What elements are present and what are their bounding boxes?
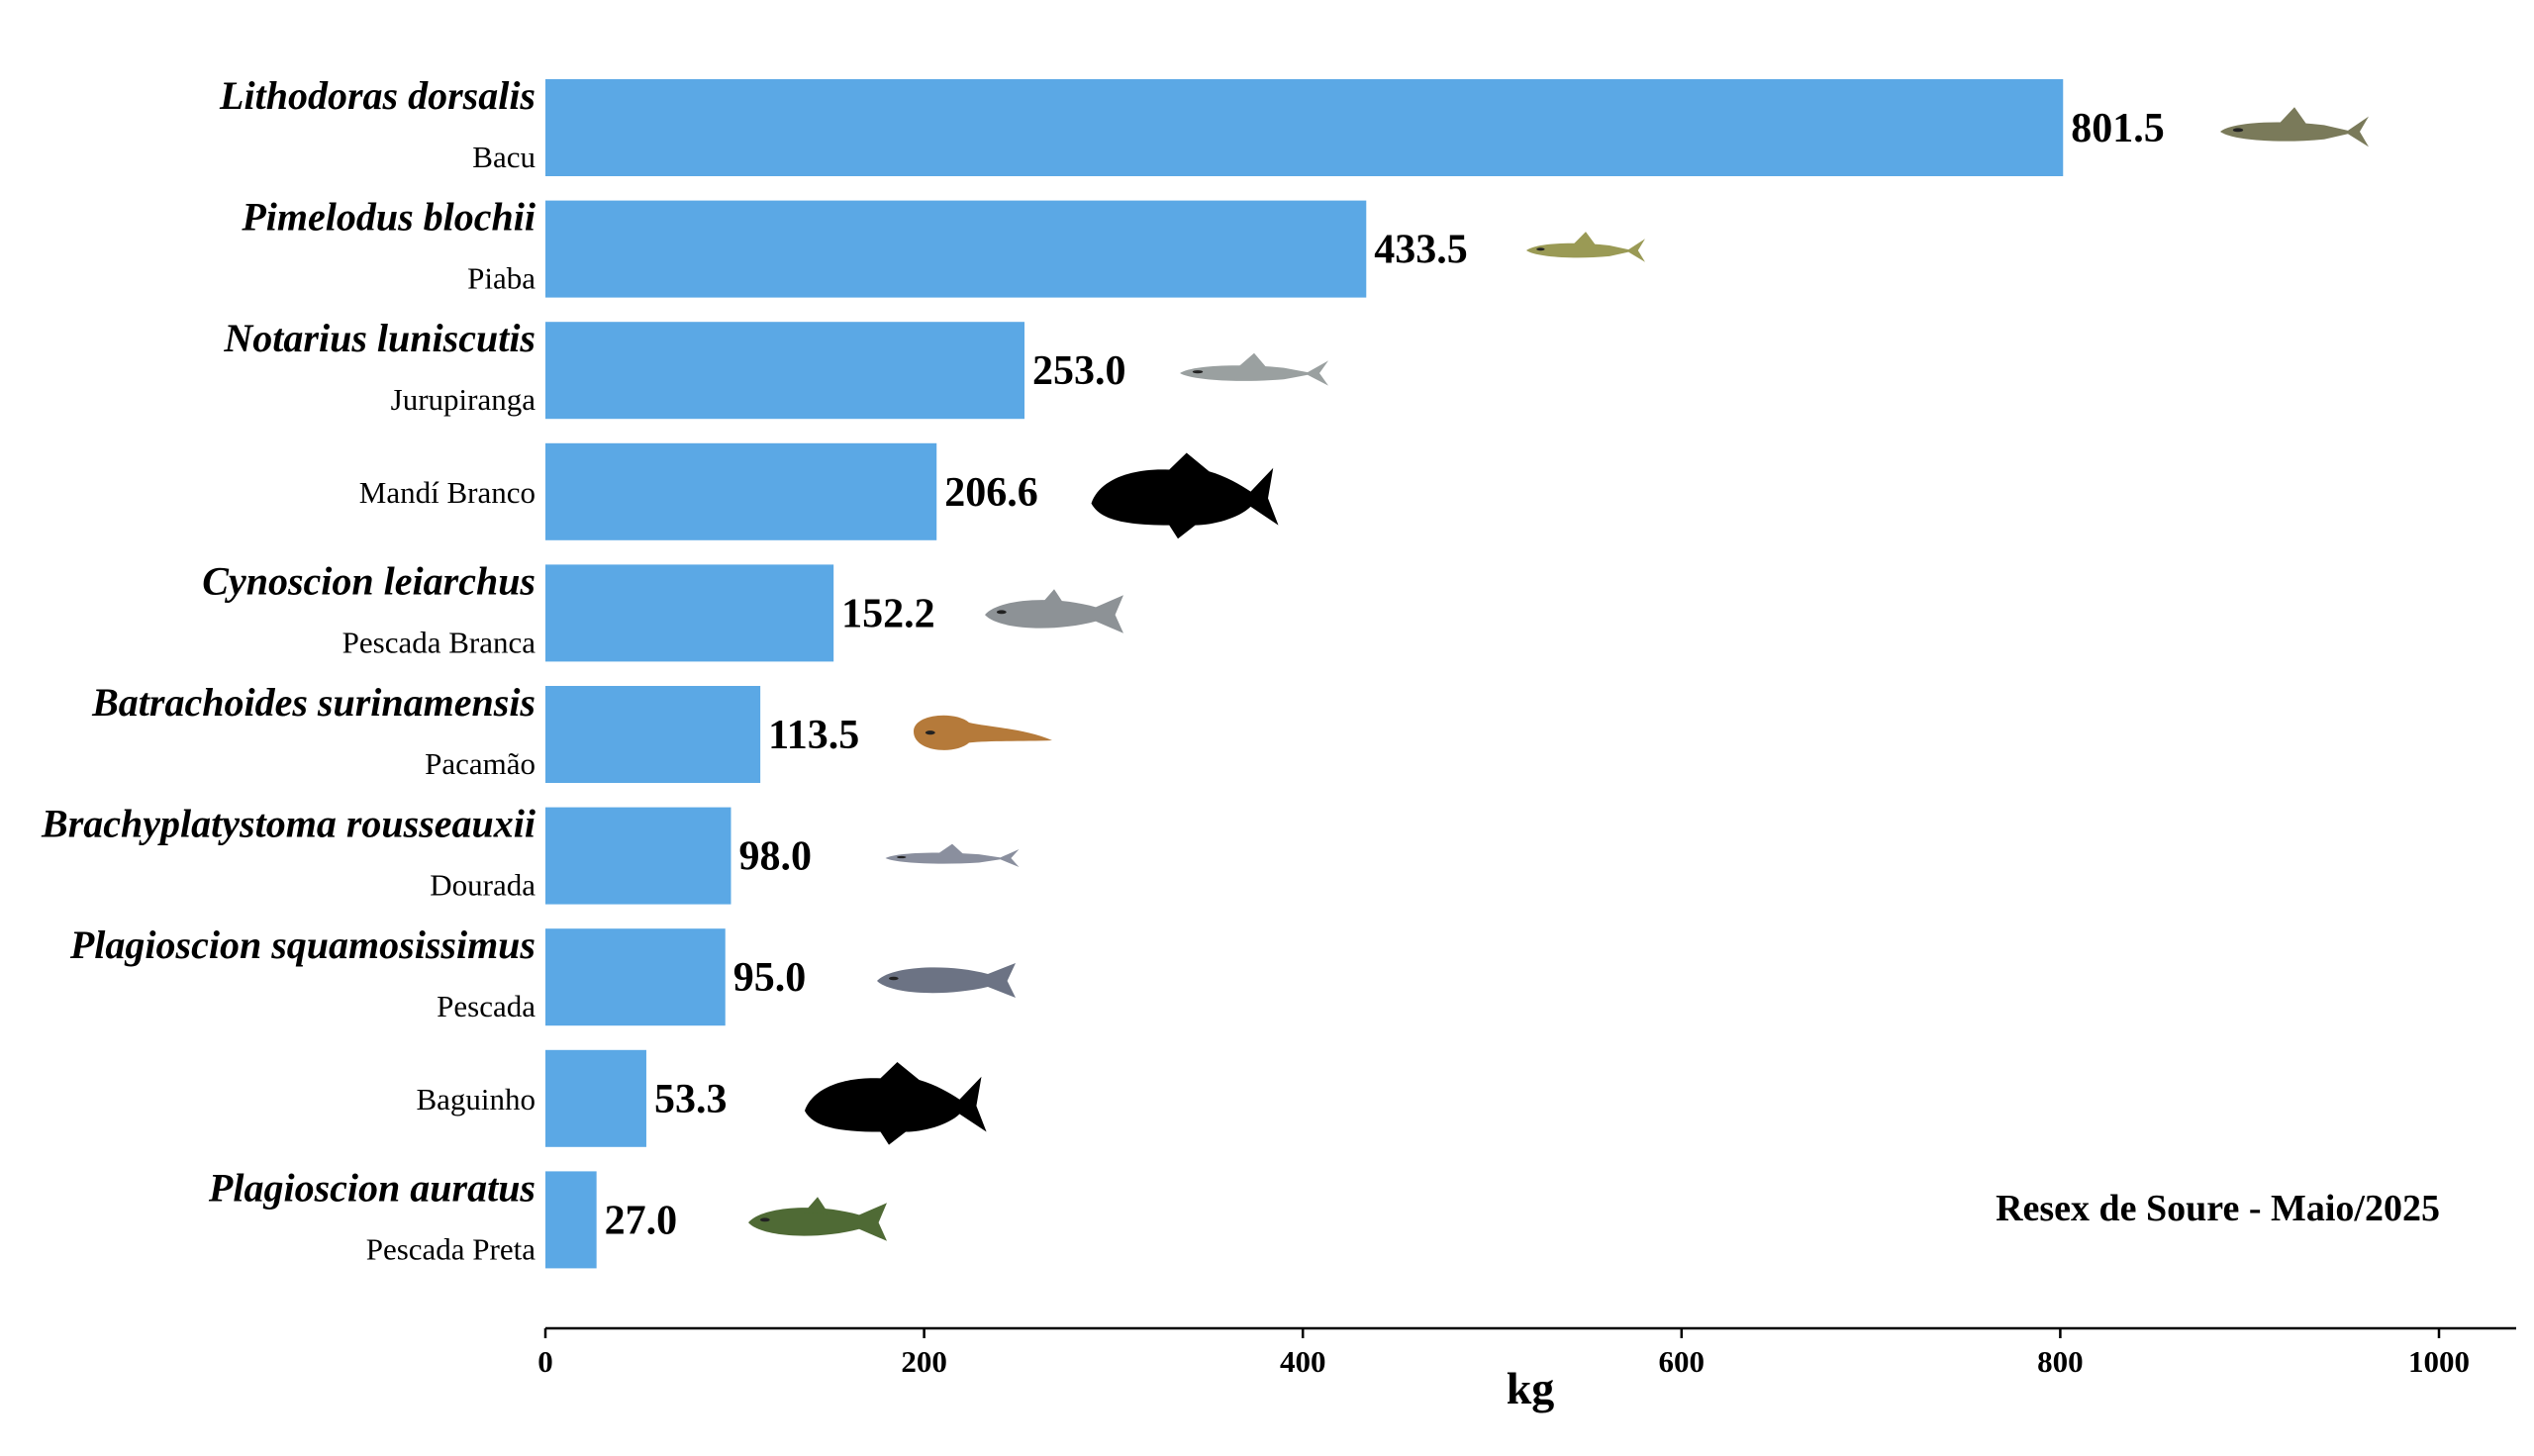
bar-8[interactable] xyxy=(545,928,726,1026)
species-common-name: Pacamão xyxy=(425,746,536,781)
fish-silhouette-icon xyxy=(805,1062,987,1145)
bar-3[interactable] xyxy=(545,322,1024,420)
bars-layer xyxy=(545,79,2064,1269)
species-common-name: Piaba xyxy=(467,261,536,296)
pacamao-fish-icon xyxy=(914,715,1052,750)
bar-9[interactable] xyxy=(545,1049,646,1147)
bar-4[interactable] xyxy=(545,442,937,540)
species-scientific-name: Batrachoides surinamensis xyxy=(91,680,536,725)
species-scientific-name: Lithodoras dorsalis xyxy=(219,73,536,118)
bar-10[interactable] xyxy=(545,1171,597,1269)
species-common-name: Bacu xyxy=(472,140,536,174)
jurupiranga-fish-icon xyxy=(1180,352,1328,386)
bar-value-label: 98.0 xyxy=(738,834,812,880)
bar-value-label: 206.6 xyxy=(944,470,1038,516)
bar-value-label: 113.5 xyxy=(768,713,859,758)
bar-value-label: 95.0 xyxy=(733,955,807,1001)
species-common-name: Pescada Preta xyxy=(366,1231,536,1266)
bacu-fish-icon xyxy=(2220,107,2369,147)
species-common-name: Pescada Branca xyxy=(342,625,536,659)
bar-value-label: 433.5 xyxy=(1374,228,1468,273)
species-common-name: Pescada xyxy=(437,989,536,1023)
pescada-preta-fish-icon xyxy=(748,1197,887,1241)
species-common-name: Mandí Branco xyxy=(359,475,536,510)
x-tick-label: 600 xyxy=(1659,1344,1706,1379)
chart-annotation: Resex de Soure - Maio/2025 xyxy=(1996,1188,2440,1229)
fish-icons-layer xyxy=(748,107,2369,1241)
x-tick-label: 400 xyxy=(1280,1344,1326,1379)
bar-value-label: 53.3 xyxy=(654,1077,728,1122)
x-axis-label: kg xyxy=(1507,1363,1555,1413)
species-common-name: Baguinho xyxy=(416,1082,536,1116)
piaba-fish-icon xyxy=(1526,232,1645,262)
x-tick-label: 800 xyxy=(2037,1344,2084,1379)
bar-7[interactable] xyxy=(545,807,731,905)
bar-6[interactable] xyxy=(545,686,761,783)
bar-value-label: 152.2 xyxy=(841,591,935,636)
species-common-name: Dourada xyxy=(430,868,536,903)
species-scientific-name: Brachyplatystoma rousseauxii xyxy=(41,802,536,846)
species-scientific-name: Notarius luniscutis xyxy=(223,316,536,360)
bar-2[interactable] xyxy=(545,200,1367,298)
bar-value-label: 27.0 xyxy=(605,1198,678,1243)
x-axis: 0 200 400 600 800 1000 xyxy=(537,1326,2516,1379)
pescada-fish-icon xyxy=(877,963,1016,998)
x-tick-label: 200 xyxy=(901,1344,947,1379)
fish-silhouette-icon xyxy=(1091,452,1279,539)
x-tick-label: 0 xyxy=(537,1344,553,1379)
species-scientific-name: Cynoscion leiarchus xyxy=(202,558,536,603)
species-scientific-name: Plagioscion squamosissimus xyxy=(69,922,536,967)
x-tick-label: 1000 xyxy=(2408,1344,2470,1379)
bar-value-label: 801.5 xyxy=(2071,106,2165,151)
species-scientific-name: Plagioscion auratus xyxy=(208,1165,536,1210)
bar-5[interactable] xyxy=(545,564,834,662)
species-common-name: Jurupiranga xyxy=(391,382,536,417)
dourada-fish-icon xyxy=(885,843,1020,867)
bar-1[interactable] xyxy=(545,79,2064,176)
labels-layer: 801.5 Lithodoras dorsalis Bacu 433.5 Pimelod… xyxy=(41,73,2165,1266)
species-scientific-name: Pimelodus blochii xyxy=(241,195,536,240)
bar-value-label: 253.0 xyxy=(1032,348,1126,394)
pescada-branca-fish-icon xyxy=(985,589,1123,633)
